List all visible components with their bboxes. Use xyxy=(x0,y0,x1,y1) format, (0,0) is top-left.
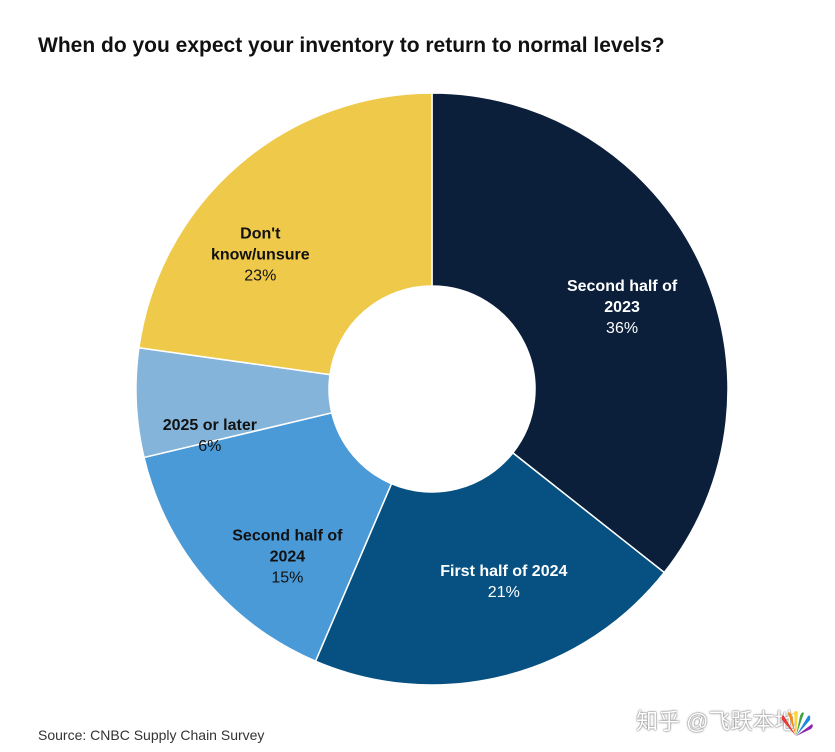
slice-category-label: 2025 or later xyxy=(163,417,257,434)
slices-layer xyxy=(135,92,729,686)
pie-slice xyxy=(138,92,433,376)
slice-category-label: 2024 xyxy=(270,548,306,565)
slice-category-label: Don't xyxy=(240,226,281,243)
slice-value-label: 6% xyxy=(198,438,221,455)
slice-label: Second half of 2024 15% xyxy=(232,527,343,586)
slice-category-label: First half of 2024 xyxy=(440,563,567,580)
slice-label: First half of 2024 21% xyxy=(440,563,567,601)
slice-category-label: know/unsure xyxy=(211,247,310,264)
slice-label: Second half of 2023 36% xyxy=(567,278,678,337)
slice-value-label: 15% xyxy=(271,569,303,586)
cnbc-logo xyxy=(776,710,816,744)
slice-category-label: Second half of xyxy=(232,527,343,544)
labels-layer: Second half of 2023 36% First half of 2024 2… xyxy=(163,226,678,601)
slice-label: 2025 or later 6% xyxy=(163,417,257,455)
watermark-text: 知乎 @飞跃本地 xyxy=(636,709,797,734)
slice-value-label: 36% xyxy=(606,320,638,337)
peacock-icon xyxy=(781,711,813,736)
slice-value-label: 23% xyxy=(244,268,276,285)
slice-value-label: 21% xyxy=(488,584,520,601)
chart-title: When do you expect your inventory to ret… xyxy=(38,34,665,57)
pie-slice xyxy=(143,411,393,663)
pie-slice xyxy=(431,92,729,574)
slice-category-label: Second half of xyxy=(567,278,678,295)
slice-label: Don't know/unsure 23% xyxy=(211,226,310,285)
source-note: Source: CNBC Supply Chain Survey xyxy=(38,727,265,743)
slice-category-label: 2023 xyxy=(604,299,640,316)
pie-slice xyxy=(314,451,666,686)
